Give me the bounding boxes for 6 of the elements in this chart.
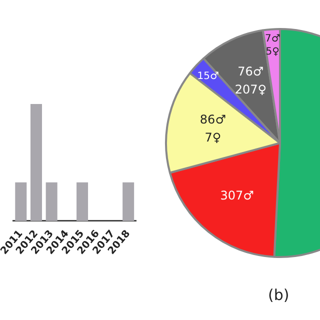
slice-label: 76♂ 207♀ [234, 64, 267, 96]
slice-label: 86♂ 7♀ [200, 112, 226, 145]
text: (b) [268, 286, 290, 304]
slice-label: 15♂ [197, 70, 219, 82]
slice-label: 7♂ 5♀ [264, 33, 280, 58]
slice-label: 307♂ [220, 188, 254, 202]
